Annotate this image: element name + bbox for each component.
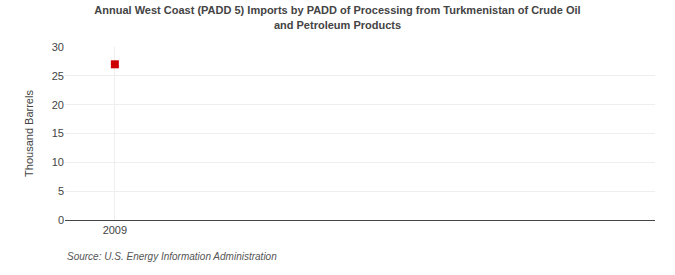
svg-text:Source: U.S. Energy Informatio: Source: U.S. Energy Information Administ… (67, 251, 277, 262)
svg-text:5: 5 (58, 185, 64, 197)
svg-text:25: 25 (52, 70, 64, 82)
svg-text:20: 20 (52, 99, 64, 111)
svg-text:Thousand Barrels: Thousand Barrels (23, 90, 35, 177)
svg-text:Annual West Coast (PADD 5) Imp: Annual West Coast (PADD 5) Imports by PA… (94, 4, 580, 30)
svg-text:2009: 2009 (103, 224, 127, 236)
svg-text:15: 15 (52, 127, 64, 139)
svg-text:10: 10 (52, 156, 64, 168)
svg-text:30: 30 (52, 41, 64, 53)
svg-text:0: 0 (58, 214, 64, 226)
